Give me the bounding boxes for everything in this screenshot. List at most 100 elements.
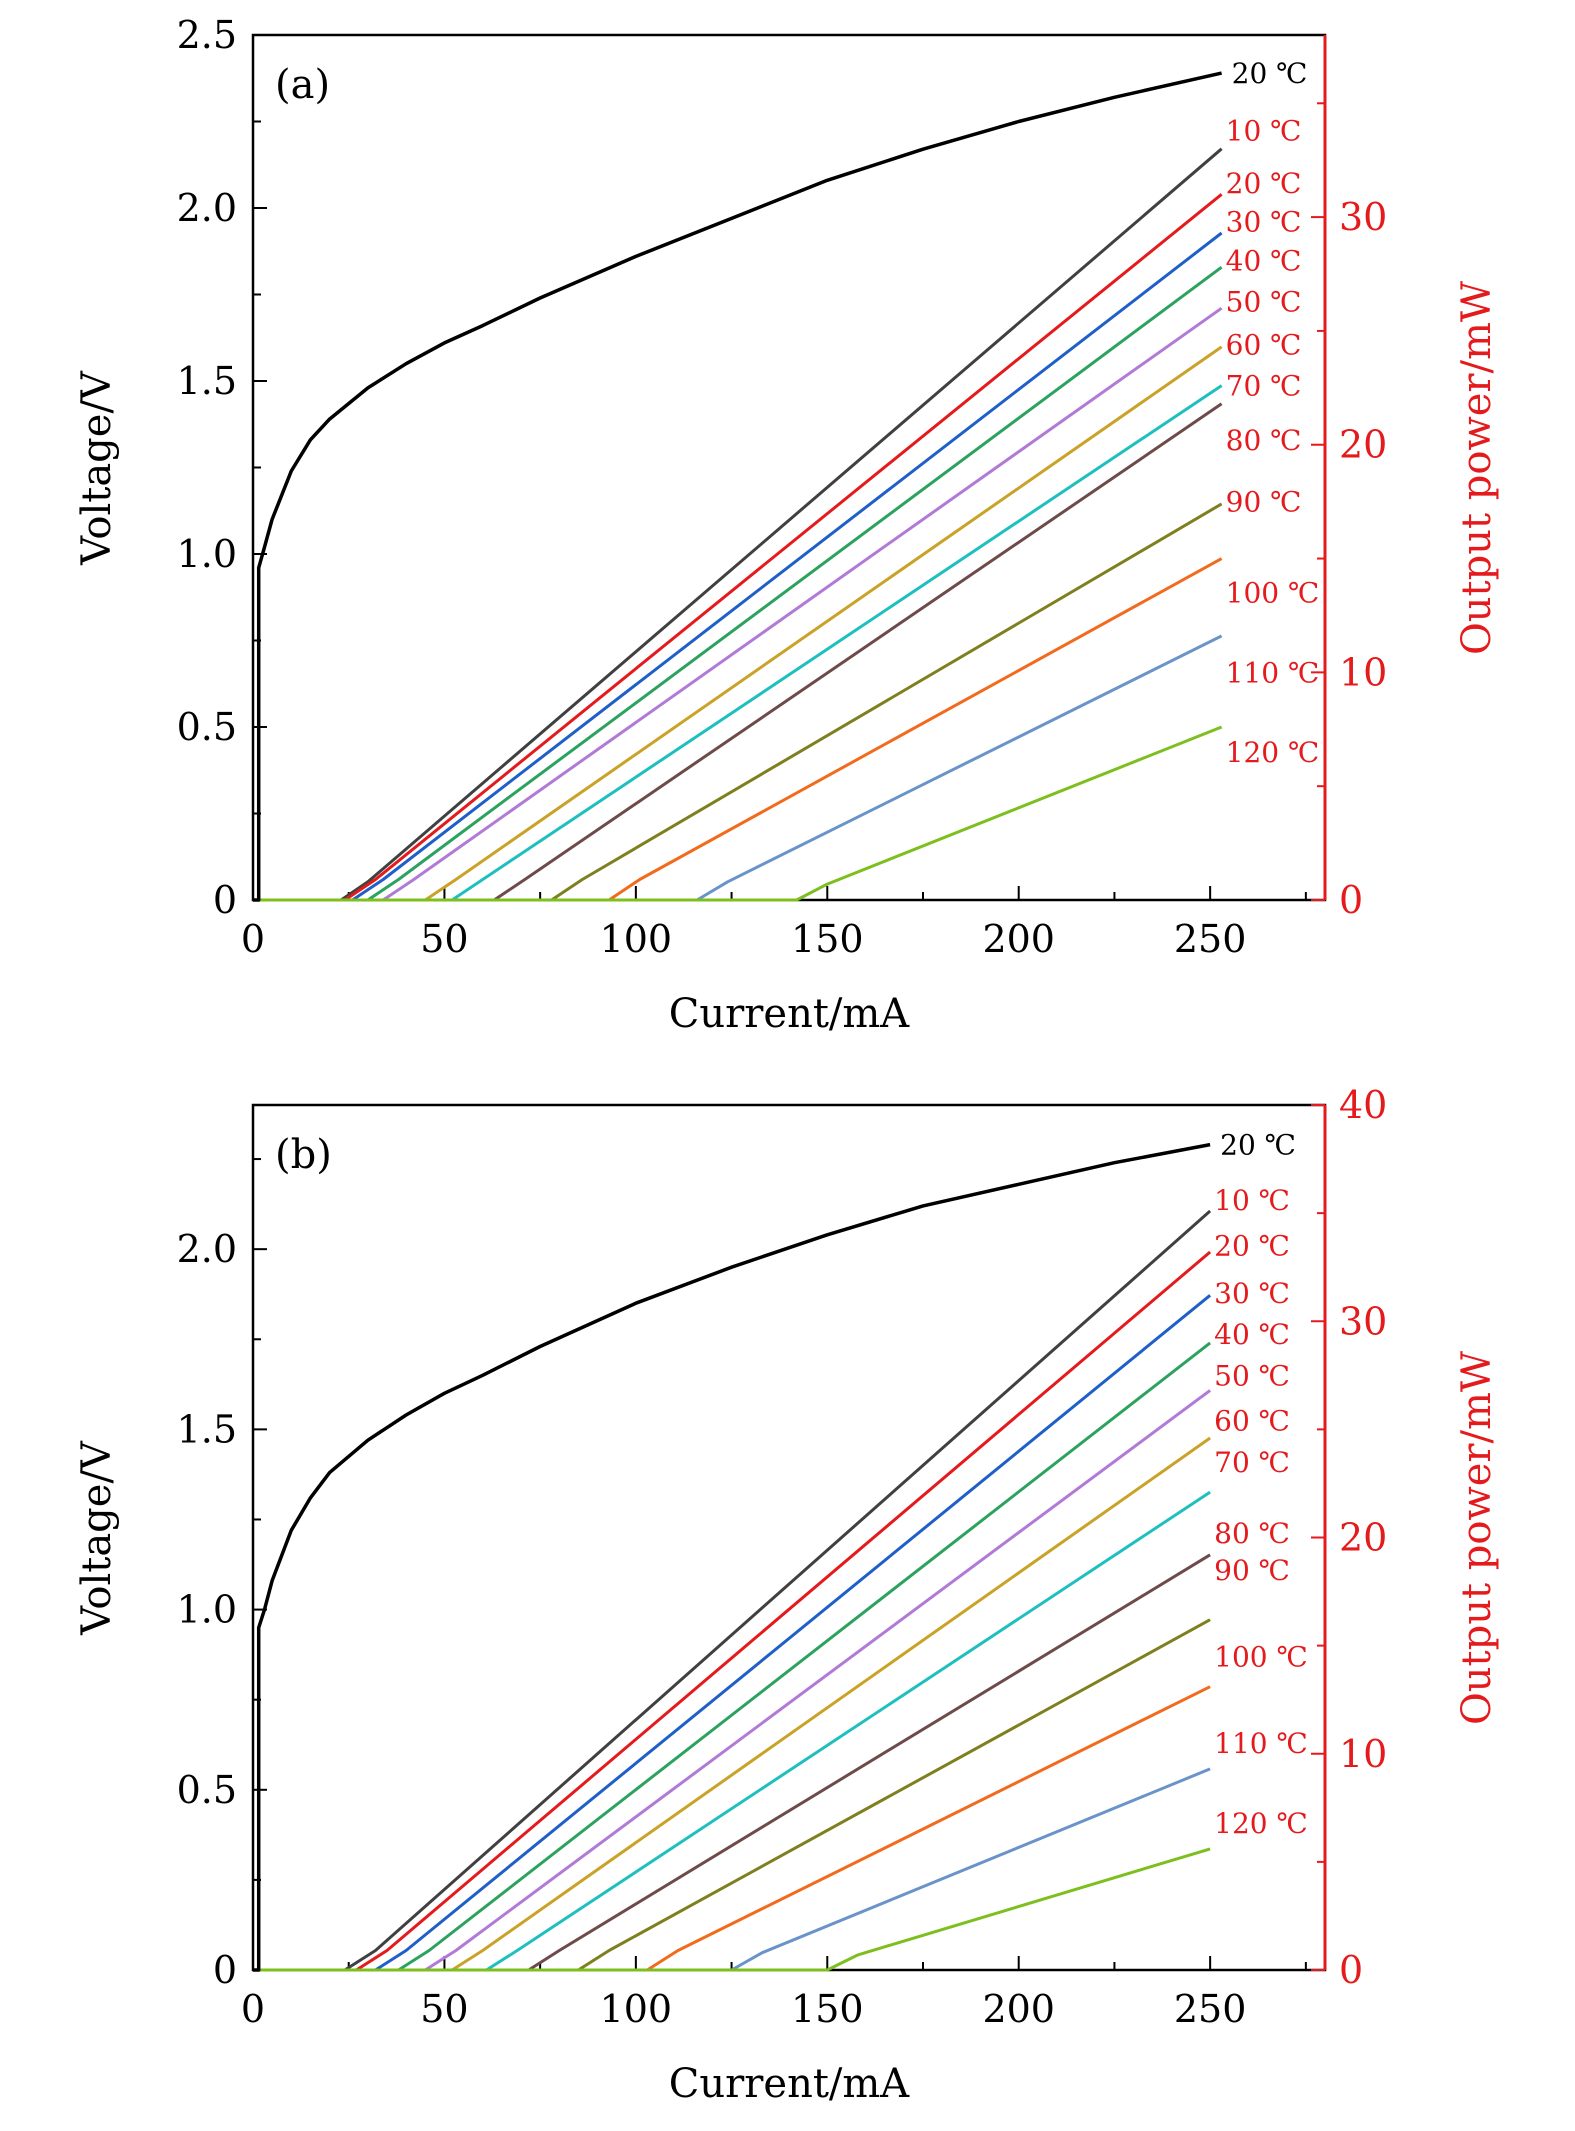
panel-b-x-ticks: 0 50 100 150 200 250 (241, 1956, 1307, 2031)
panel-b-voltage-curve (253, 1142, 1211, 1972)
panel-a-y2-tick-label: 10 (1339, 650, 1387, 694)
panel-b-power-curve-60c (253, 1436, 1211, 1972)
panel-a-x-tick-label: 150 (791, 917, 864, 961)
panel-a-power-label: 60 ℃ (1226, 329, 1302, 362)
panel-b-power-curve-30c (253, 1294, 1212, 1972)
panel-a-label: (a) (275, 62, 330, 108)
panel-b-power-label: 30 ℃ (1214, 1277, 1290, 1310)
panel-b-x-tick-label: 200 (982, 1987, 1055, 2031)
panel-a-x-ticks: 0 50 100 150 200 250 (241, 886, 1307, 961)
panel-a-power-curve-20c (253, 193, 1223, 902)
panel-a-x-axis-title: Current/mA (669, 991, 911, 1037)
panel-a-power-label: 20 ℃ (1226, 167, 1302, 200)
panel-a-power-curve-40c (253, 265, 1223, 902)
panel-b-frame (251, 1103, 1327, 1972)
panel-b-y-tick-label: 0.5 (177, 1768, 237, 1812)
panel-b-y2-axis-title: Output power/mW (1454, 1351, 1500, 1725)
panel-b-y2-ticks: 0 10 20 30 40 (1311, 1083, 1387, 1992)
panel-a-voltage-label: 20 ℃ (1232, 57, 1308, 90)
panel-b-y-ticks: 0 0.5 1.0 1.5 2.0 (177, 1158, 267, 1992)
panel-b: (b) 0 50 100 150 200 250 0 0.5 1.0 1.5 2.0 0 10 20 3… (74, 1083, 1500, 2107)
panel-b-power-curve-80c (253, 1553, 1211, 1972)
panel-a-power-curve-50c (253, 306, 1223, 902)
panel-a-power-curve-60c (253, 345, 1223, 902)
panel-a-power-label: 80 ℃ (1226, 424, 1302, 457)
panel-b-power-curve-90c (253, 1618, 1211, 1972)
panel-a-power-curve-70c (253, 384, 1223, 902)
panel-b-x-axis-title: Current/mA (669, 2061, 911, 2107)
panel-b-x-tick-label: 150 (791, 1987, 864, 2031)
panel-a-power-label: 50 ℃ (1226, 285, 1302, 318)
panel-b-label: (b) (275, 1132, 332, 1178)
panel-b-x-tick-label: 250 (1174, 1987, 1247, 2031)
panel-b-power-curve-20c (253, 1250, 1212, 1972)
panel-a-y-tick-label: 2.0 (177, 186, 237, 230)
panel-b-power-label: 60 ℃ (1214, 1405, 1290, 1438)
panel-a-y2-axis-title: Output power/mW (1454, 281, 1500, 655)
panel-b-power-label: 50 ℃ (1214, 1359, 1290, 1392)
panel-a-power-label: 10 ℃ (1226, 115, 1302, 148)
panel-b-power-curve-70c (253, 1490, 1211, 1972)
panel-a-x-tick-label: 250 (1174, 917, 1247, 961)
panel-b-series (253, 1142, 1212, 1972)
panel-b-power-label: 80 ℃ (1214, 1517, 1290, 1550)
panel-b-power-label: 40 ℃ (1214, 1318, 1290, 1351)
panel-b-y2-tick-label: 20 (1339, 1516, 1387, 1560)
panel-b-power-curve-120c (253, 1847, 1211, 1972)
panel-a-power-curve-100c (253, 557, 1223, 902)
panel-a-power-label: 40 ℃ (1226, 244, 1302, 277)
panel-a-frame (251, 33, 1327, 902)
panel-a-y2-tick-label: 30 (1339, 195, 1387, 239)
panel-a-series (253, 71, 1223, 902)
panel-b-y-tick-label: 1.5 (177, 1407, 237, 1451)
panel-a-power-label: 100 ℃ (1226, 577, 1320, 610)
panel-a-y-tick-label: 1.5 (177, 359, 237, 403)
panel-b-power-label: 70 ℃ (1214, 1446, 1290, 1479)
panel-b-y-tick-label: 1.0 (177, 1588, 237, 1632)
panel-a-x-tick-label: 100 (600, 917, 673, 961)
panel-b-y2-tick-label: 30 (1339, 1299, 1387, 1343)
panel-a-power-label: 110 ℃ (1226, 656, 1320, 689)
panel-a-voltage-curve (253, 71, 1222, 902)
panel-a-x-tick-label: 200 (982, 917, 1055, 961)
panel-a-y-ticks: 0 0.5 1.0 1.5 2.0 2.5 (177, 13, 267, 922)
panel-b-y-axis-title: Voltage/V (74, 1440, 120, 1636)
panel-a-y-tick-label: 0 (213, 878, 237, 922)
panel-a-y2-tick-label: 0 (1339, 878, 1363, 922)
panel-b-voltage-label: 20 ℃ (1220, 1129, 1296, 1162)
panel-b-x-tick-label: 0 (241, 1987, 265, 2031)
panel-b-power-curve-10c (253, 1209, 1212, 1972)
panel-a-y-axis-title: Voltage/V (74, 370, 120, 566)
panel-a-y-tick-label: 0.5 (177, 705, 237, 749)
panel-b-y2-tick-label: 40 (1339, 1083, 1387, 1127)
panel-b-power-label: 100 ℃ (1214, 1640, 1308, 1673)
panel-a-y-tick-label: 2.5 (177, 13, 237, 57)
panel-b-power-label: 10 ℃ (1214, 1184, 1290, 1217)
panel-b-power-curve-110c (253, 1767, 1211, 1972)
panel-b-power-label: 90 ℃ (1214, 1554, 1290, 1587)
panel-a-power-label: 120 ℃ (1226, 736, 1320, 769)
panel-b-curve-labels: 10 ℃ 20 ℃ 30 ℃ 40 ℃ 50 ℃ 60 ℃ 70 ℃ 80 ℃ 90 ℃ 100 … (1214, 1129, 1308, 1840)
panel-b-y-tick-label: 0 (213, 1948, 237, 1992)
panel-b-power-label: 20 ℃ (1214, 1230, 1290, 1263)
panel-b-x-tick-label: 50 (420, 1987, 468, 2031)
panel-a-power-label: 30 ℃ (1226, 206, 1302, 239)
panel-a-x-tick-label: 50 (420, 917, 468, 961)
panel-a-y2-tick-label: 20 (1339, 423, 1387, 467)
panel-a-power-label: 70 ℃ (1226, 370, 1302, 403)
panel-a-y-tick-label: 1.0 (177, 532, 237, 576)
panel-b-power-label: 120 ℃ (1214, 1807, 1308, 1840)
panel-a-curve-labels: 10 ℃ 20 ℃ 30 ℃ 40 ℃ 50 ℃ 60 ℃ 70 ℃ 80 ℃ 90 ℃ 100 … (1226, 57, 1320, 769)
panel-b-x-tick-label: 100 (600, 1987, 673, 2031)
panel-b-y-tick-label: 2.0 (177, 1227, 237, 1271)
panel-b-power-label: 110 ℃ (1214, 1727, 1308, 1760)
panel-b-y2-tick-label: 0 (1339, 1948, 1363, 1992)
panel-a-power-curve-120c (253, 725, 1223, 902)
panel-a-y2-ticks: 0 10 20 30 (1311, 35, 1387, 922)
panel-b-y2-tick-label: 10 (1339, 1732, 1387, 1776)
panel-a-power-label: 90 ℃ (1226, 486, 1302, 519)
panel-a-x-tick-label: 0 (241, 917, 265, 961)
panel-a: (a) 0 50 100 150 200 250 0 0.5 1.0 1.5 2.0 2.5 0 10… (74, 13, 1500, 1037)
